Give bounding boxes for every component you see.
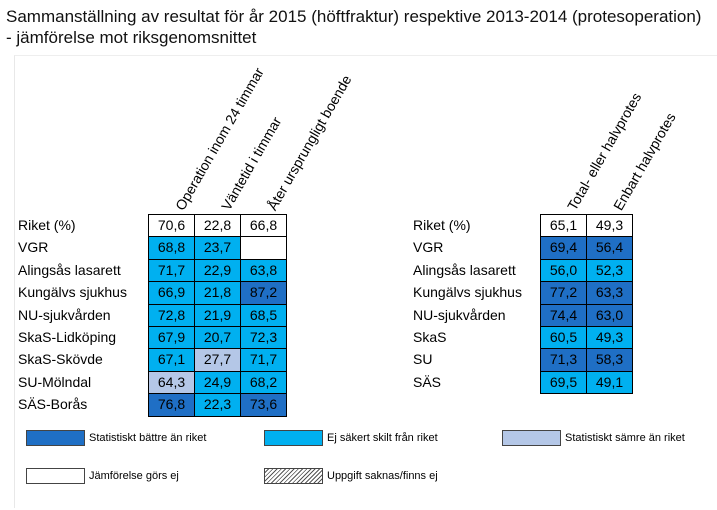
legend-swatch-no_compare — [26, 468, 85, 484]
row-label: SU-Mölndal — [18, 373, 92, 390]
row-label: SkaS-Skövde — [18, 351, 103, 368]
table-cell: 56,0 — [540, 258, 587, 283]
row-label: Alingsås lasarett — [18, 261, 121, 278]
table-cell: 65,1 — [540, 214, 587, 238]
row-label: Riket (%) — [18, 217, 76, 233]
chart-title: Sammanställning av resultat för år 2015 … — [6, 7, 702, 47]
table-cell: 21,8 — [194, 281, 241, 305]
table-cell: 27,7 — [194, 348, 241, 372]
table-cell: 71,7 — [148, 258, 195, 283]
table-cell: 77,2 — [540, 281, 587, 305]
table-cell: 66,8 — [240, 214, 287, 238]
table-cell: 69,4 — [540, 236, 587, 260]
table-cell: 68,5 — [240, 303, 287, 327]
row-label: SÄS-Borås — [18, 396, 88, 413]
table-cell: 71,7 — [240, 348, 287, 372]
table-cell: 63,0 — [586, 303, 633, 327]
legend-label: Statistiskt bättre än riket — [89, 432, 207, 444]
table-cell — [240, 236, 287, 260]
table-cell: 74,4 — [540, 303, 587, 327]
row-label: NU-sjukvården — [413, 306, 506, 323]
row-label: Riket (%) — [413, 217, 471, 233]
table-cell: 22,9 — [194, 258, 241, 283]
table-cell: 60,5 — [540, 326, 587, 350]
table-cell: 21,9 — [194, 303, 241, 327]
table-cell: 72,8 — [148, 303, 195, 327]
table-cell: 63,8 — [240, 258, 287, 283]
table-cell: 49,3 — [586, 214, 633, 238]
table-cell: 87,2 — [240, 281, 287, 305]
row-label: SÄS — [413, 373, 442, 390]
table-cell: 71,3 — [540, 348, 587, 372]
table-cell: 63,3 — [586, 281, 633, 305]
legend-swatch-missing — [264, 468, 323, 484]
table-cell: 49,1 — [586, 370, 633, 395]
table-cell: 68,8 — [148, 236, 195, 260]
table-cell: 56,4 — [586, 236, 633, 260]
table-cell: 66,9 — [148, 281, 195, 305]
row-label: Kungälvs sjukhus — [413, 284, 522, 301]
table-cell: 70,6 — [148, 214, 195, 238]
legend-swatch-better — [26, 430, 85, 446]
table-cell: 52,3 — [586, 258, 633, 283]
row-label: Kungälvs sjukhus — [18, 284, 127, 301]
row-label: Alingsås lasarett — [413, 261, 516, 278]
legend-label: Ej säkert skilt från riket — [327, 432, 438, 444]
table-cell: 22,8 — [194, 214, 241, 238]
row-label: SkaS — [413, 329, 447, 345]
table-cell: 23,7 — [194, 236, 241, 260]
table-cell: 76,8 — [148, 393, 195, 417]
row-label: VGR — [413, 239, 444, 256]
row-label: SkaS-Lidköping — [18, 329, 117, 345]
legend-label: Jämförelse görs ej — [89, 470, 179, 482]
table-cell: 20,7 — [194, 326, 241, 350]
row-label: NU-sjukvården — [18, 306, 111, 323]
row-label: VGR — [18, 239, 49, 256]
table-cell: 58,3 — [586, 348, 633, 372]
table-cell: 69,5 — [540, 370, 587, 395]
row-label: SU — [413, 351, 433, 368]
table-cell: 67,1 — [148, 348, 195, 372]
table-cell: 73,6 — [240, 393, 287, 417]
legend-label: Statistiskt sämre än riket — [565, 432, 685, 444]
table-cell: 67,9 — [148, 326, 195, 350]
table-cell: 72,3 — [240, 326, 287, 350]
table-cell: 22,3 — [194, 393, 241, 417]
table-cell: 24,9 — [194, 370, 241, 395]
legend-swatch-not_separate — [264, 430, 323, 446]
legend-swatch-worse — [502, 430, 561, 446]
table-cell: 64,3 — [148, 370, 195, 395]
legend-label: Uppgift saknas/finns ej — [327, 470, 438, 482]
table-cell: 49,3 — [586, 326, 633, 350]
table-cell: 68,2 — [240, 370, 287, 395]
